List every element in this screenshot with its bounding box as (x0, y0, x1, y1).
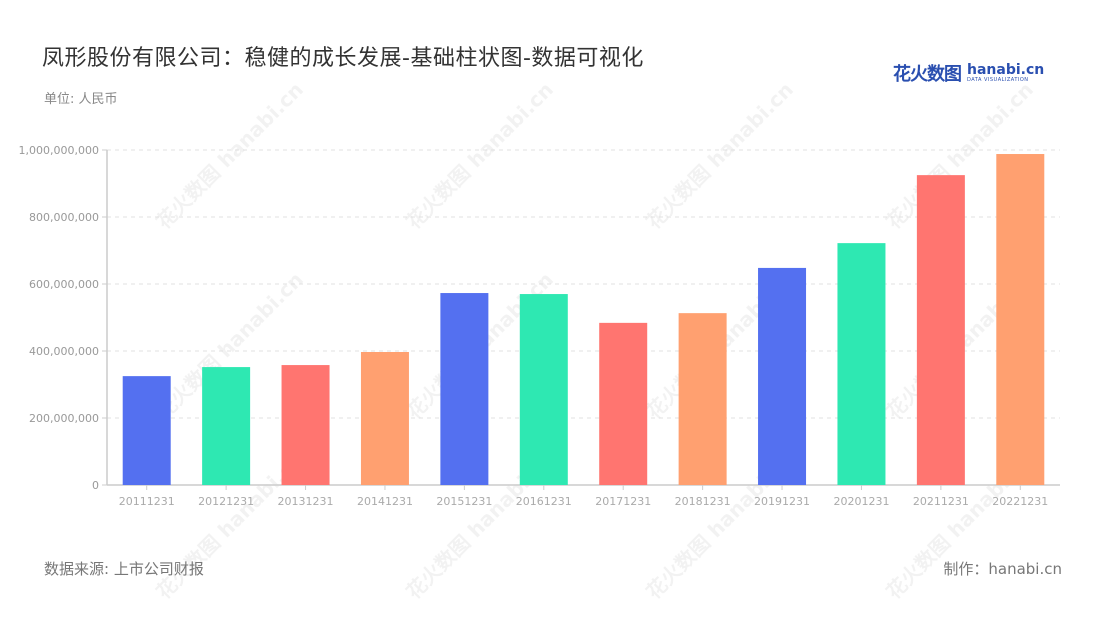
y-tick-label: 800,000,000 (29, 211, 99, 224)
x-tick-label: 20171231 (595, 495, 651, 508)
brand-logo: 花火数图 hanabi.cn DATA VISUALIZATION (893, 60, 1044, 86)
bar (202, 367, 251, 485)
x-tick-label: 20131231 (278, 495, 334, 508)
x-tick-label: 20221231 (992, 495, 1048, 508)
y-tick-label: 400,000,000 (29, 345, 99, 358)
logo-en-text: hanabi.cn (967, 62, 1045, 78)
x-tick-label: 20141231 (357, 495, 413, 508)
x-tick-label: 20181231 (675, 495, 731, 508)
bar (281, 365, 330, 485)
chart-title: 凤形股份有限公司：稳健的成长发展-基础柱状图-数据可视化 (42, 46, 644, 71)
y-tick-label: 600,000,000 (29, 278, 99, 291)
bar (519, 294, 568, 485)
credit: 制作：hanabi.cn (943, 560, 1062, 578)
bar (758, 267, 807, 485)
bar (916, 175, 965, 485)
y-tick-label: 0 (92, 479, 99, 492)
y-tick-label: 1,000,000,000 (19, 144, 99, 157)
logo-en-block: hanabi.cn DATA VISUALIZATION (967, 63, 1044, 83)
data-source: 数据来源: 上市公司财报 (44, 560, 204, 578)
x-tick-label: 20121231 (198, 495, 254, 508)
bar (837, 243, 886, 485)
bar (360, 352, 409, 485)
y-tick-label: 200,000,000 (29, 412, 99, 425)
x-tick-label: 20111231 (119, 495, 175, 508)
bar (996, 154, 1045, 485)
bar (122, 376, 171, 485)
x-tick-label: 20201231 (833, 495, 889, 508)
logo-sub-text: DATA VISUALIZATION (967, 77, 1029, 83)
x-tick-label: 20211231 (913, 495, 969, 508)
x-tick-label: 20161231 (516, 495, 572, 508)
bar (678, 313, 727, 485)
x-tick-label: 20191231 (754, 495, 810, 508)
unit-label: 单位: 人民币 (44, 92, 118, 107)
bar (440, 293, 489, 485)
logo-cn-text: 花火数图 (893, 64, 962, 85)
x-tick-label: 20151231 (436, 495, 492, 508)
bar (599, 322, 648, 485)
